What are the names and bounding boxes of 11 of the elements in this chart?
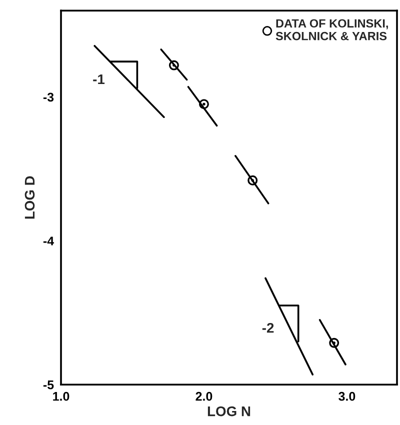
y-tick-label: -5 — [43, 380, 54, 390]
annotation: -1 — [93, 74, 105, 84]
y-axis-title: LOG D — [24, 176, 35, 219]
x-tick-label: 2.0 — [196, 392, 212, 401]
y-tick-label: -3 — [43, 92, 54, 102]
x-tick-label: 1.0 — [53, 392, 70, 401]
x-axis-title: LOG N — [208, 406, 250, 416]
annotation: -2 — [262, 322, 274, 333]
legend-label: DATA OF KOLINSKI, SKOLNICK & YARIS — [276, 19, 388, 40]
x-tick-label: 3.0 — [338, 392, 356, 401]
y-tick-label: -4 — [43, 236, 54, 246]
